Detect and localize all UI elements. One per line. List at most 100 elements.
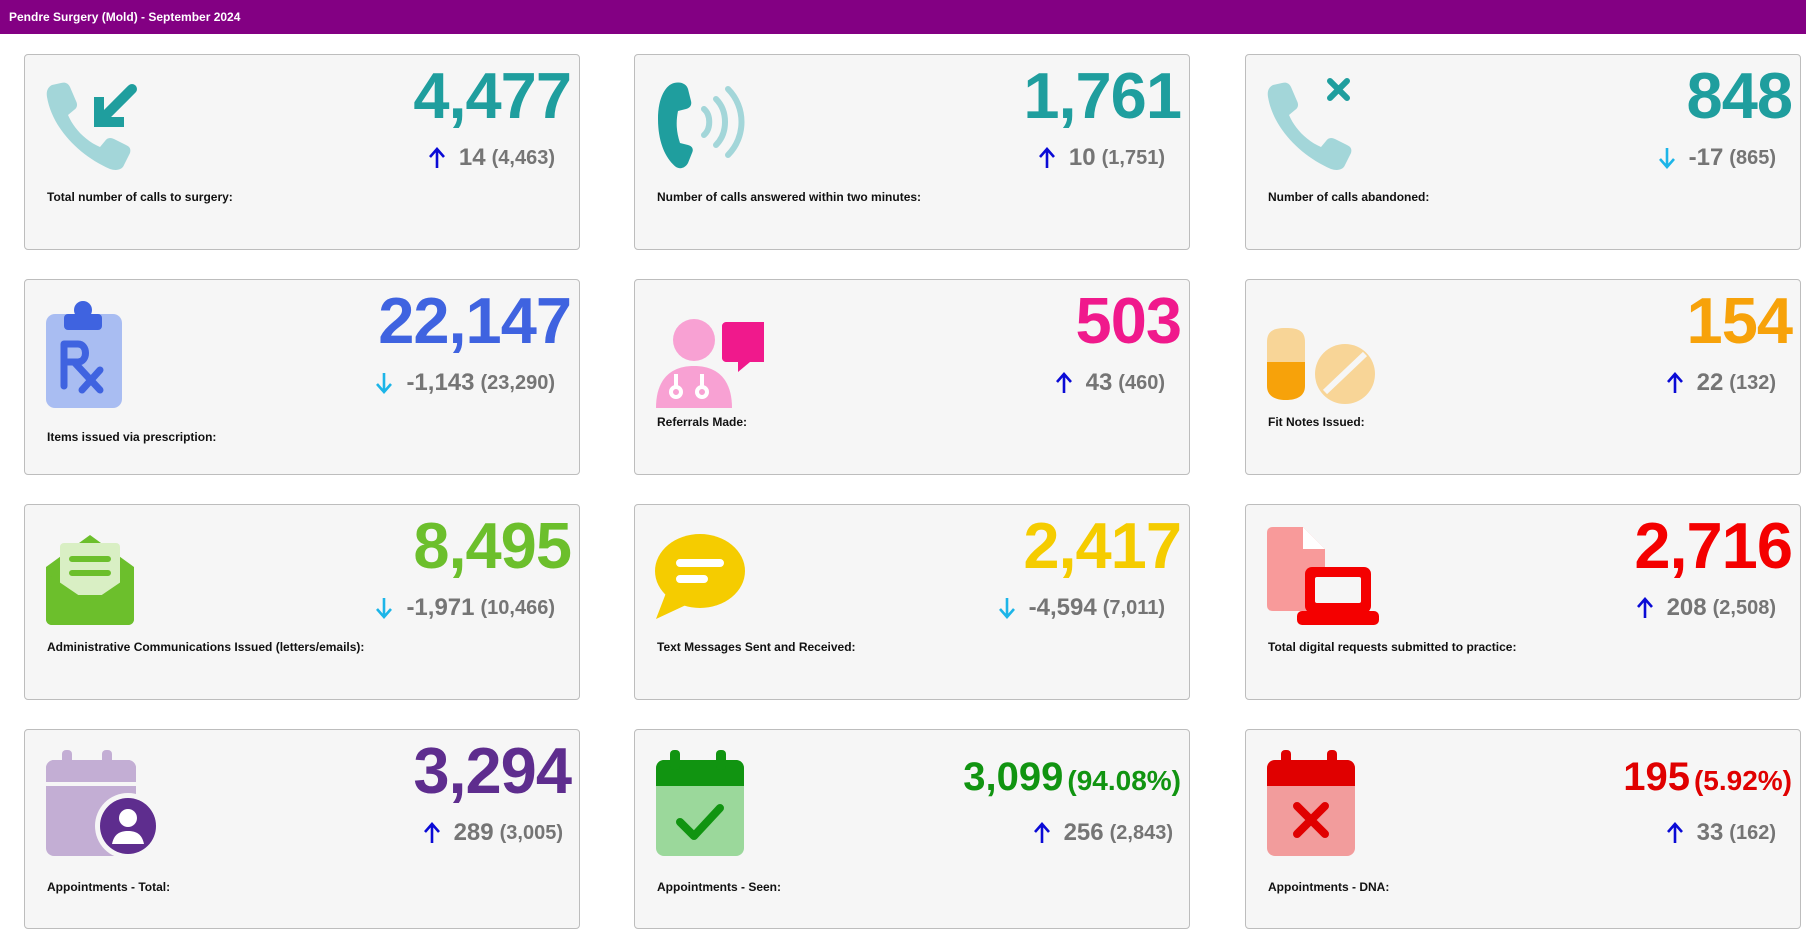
arrow-up-icon: [1635, 596, 1655, 620]
arrow-up-icon: [1665, 821, 1685, 845]
change-value: -1,971: [406, 594, 475, 621]
metric-change: 22 (132): [1665, 368, 1776, 398]
previous-value: (2,508): [1712, 596, 1776, 619]
arrow-down-icon: [1657, 146, 1677, 170]
laptop-document-icon: [1265, 525, 1385, 635]
card-calls-answered[interactable]: 1,761 10 (1,751) Number of calls answere…: [634, 54, 1190, 250]
card-label: Appointments - Total:: [47, 880, 171, 894]
card-label: Items issued via prescription:: [47, 430, 217, 444]
phone-ringing-icon: [654, 75, 764, 185]
change-value: 10: [1068, 144, 1096, 171]
metric-value: 195 (5.92%): [1623, 755, 1792, 799]
metric-change: -1,971 (10,466): [374, 593, 555, 623]
speech-bubble-icon: [654, 525, 764, 635]
card-label: Number of calls answered within two minu…: [657, 190, 922, 204]
doctor-chat-icon: [654, 300, 764, 410]
header-bar: Pendre Surgery (Mold) - September 2024: [0, 0, 1806, 34]
change-value: 14: [458, 144, 486, 171]
card-text-messages[interactable]: 2,417 -4,594 (7,011) Text Messages Sent …: [634, 504, 1190, 700]
calendar-user-icon: [44, 750, 164, 860]
arrow-up-icon: [1054, 371, 1074, 395]
change-value: 33: [1696, 819, 1724, 846]
arrow-up-icon: [1037, 146, 1057, 170]
previous-value: (4,463): [491, 146, 555, 169]
change-value: 22: [1696, 369, 1724, 396]
change-value: -4,594: [1028, 594, 1097, 621]
calendar-check-icon: [654, 750, 764, 860]
metric-change: -4,594 (7,011): [997, 593, 1165, 623]
card-referrals[interactable]: 503 43 (460) Referrals Made:: [634, 279, 1190, 475]
change-value: 256: [1063, 819, 1104, 846]
card-appointments-seen[interactable]: 3,099 (94.08%) 256 (2,843) Appointments -…: [634, 729, 1190, 929]
metric-value: 4,477: [413, 59, 572, 132]
card-label: Referrals Made:: [657, 415, 748, 429]
arrow-up-icon: [427, 146, 447, 170]
previous-value: (132): [1729, 371, 1776, 394]
arrow-down-icon: [374, 596, 394, 620]
card-total-calls[interactable]: 4,477 14 (4,463) Total number of calls t…: [24, 54, 580, 250]
card-appointments-total[interactable]: 3,294 289 (3,005) Appointments - Total:: [24, 729, 580, 929]
metric-change: 33 (162): [1665, 818, 1776, 848]
arrow-up-icon: [1665, 371, 1685, 395]
calendar-cross-icon: [1265, 750, 1375, 860]
metric-value: 1,761: [1023, 59, 1182, 132]
metric-change: 208 (2,508): [1635, 593, 1776, 623]
card-fit-notes[interactable]: 154 22 (132) Fit Notes Issued:: [1245, 279, 1801, 475]
card-label: Total number of calls to surgery:: [47, 190, 233, 204]
metric-value: 2,716: [1634, 509, 1793, 582]
metric-value: 3,294: [413, 734, 572, 807]
previous-value: (7,011): [1102, 596, 1165, 619]
card-label: Text Messages Sent and Received:: [657, 640, 856, 654]
metric-change: -17 (865): [1657, 143, 1776, 173]
card-appointments-dna[interactable]: 195 (5.92%) 33 (162) Appointments - DNA:: [1245, 729, 1801, 929]
metric-value: 8,495: [413, 509, 572, 582]
card-digital-requests[interactable]: 2,716 208 (2,508) Total digital requests…: [1245, 504, 1801, 700]
metric-change: 14 (4,463): [427, 143, 555, 173]
card-label: Fit Notes Issued:: [1268, 415, 1365, 429]
prescription-clipboard-icon: [44, 300, 154, 410]
previous-value: (3,005): [499, 821, 563, 844]
arrow-down-icon: [997, 596, 1017, 620]
incoming-call-icon: [44, 75, 154, 185]
card-prescription-items[interactable]: 22,147 -1,143 (23,290) Items issued via …: [24, 279, 580, 475]
card-label: Number of calls abandoned:: [1268, 190, 1430, 204]
change-value: -17: [1688, 144, 1724, 171]
metric-value: 22,147: [378, 284, 572, 357]
metric-value: 3,099 (94.08%): [963, 755, 1181, 799]
change-value: -1,143: [406, 369, 475, 396]
previous-value: (162): [1729, 821, 1776, 844]
metric-change: 256 (2,843): [1032, 818, 1173, 848]
card-label: Appointments - DNA:: [1268, 880, 1390, 894]
metric-percentage: (5.92%): [1693, 765, 1792, 796]
pills-icon: [1265, 300, 1375, 410]
card-calls-abandoned[interactable]: 848 -17 (865) Number of calls abandoned:: [1245, 54, 1801, 250]
previous-value: (460): [1118, 371, 1165, 394]
change-value: 208: [1666, 594, 1707, 621]
metric-value: 154: [1686, 284, 1793, 357]
card-label: Total digital requests submitted to prac…: [1268, 640, 1517, 654]
metric-change: 10 (1,751): [1037, 143, 1165, 173]
previous-value: (1,751): [1101, 146, 1165, 169]
previous-value: (2,843): [1109, 821, 1173, 844]
previous-value: (23,290): [480, 371, 556, 394]
previous-value: (10,466): [480, 596, 556, 619]
previous-value: (865): [1729, 146, 1776, 169]
metric-value: 503: [1075, 284, 1182, 357]
metric-change: 289 (3,005): [422, 818, 563, 848]
metric-change: 43 (460): [1054, 368, 1165, 398]
page-title: Pendre Surgery (Mold) - September 2024: [9, 10, 241, 24]
open-envelope-icon: [44, 525, 154, 635]
metric-value: 2,417: [1023, 509, 1182, 582]
arrow-down-icon: [374, 371, 394, 395]
metric-percentage: (94.08%): [1067, 765, 1181, 796]
arrow-up-icon: [422, 821, 442, 845]
arrow-up-icon: [1032, 821, 1052, 845]
metric-change: -1,143 (23,290): [374, 368, 555, 398]
change-value: 289: [453, 819, 494, 846]
missed-call-icon: [1265, 75, 1375, 185]
change-value: 43: [1085, 369, 1113, 396]
card-label: Appointments - Seen:: [657, 880, 782, 894]
card-label: Administrative Communications Issued (le…: [47, 640, 365, 654]
metric-value: 848: [1686, 59, 1793, 132]
card-admin-comms[interactable]: 8,495 -1,971 (10,466) Administrative Com…: [24, 504, 580, 700]
